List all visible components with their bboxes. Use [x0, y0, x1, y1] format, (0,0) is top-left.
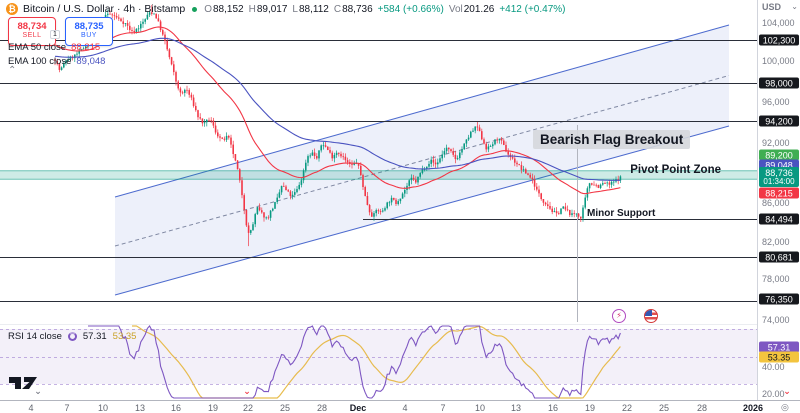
last-price-badge: 88,736 01:34:00: [759, 167, 799, 187]
ema100-value: 89,048: [76, 56, 106, 67]
price-badge: 80,681: [759, 251, 799, 263]
price-badge: 94,200: [759, 115, 799, 127]
pivot-point-zone-label[interactable]: Pivot Point Zone: [630, 164, 721, 176]
time-tick: 16: [170, 403, 182, 413]
trade-panel: 88,734 SELL 88,735 BUY: [8, 17, 113, 46]
open-value: 88,152: [213, 3, 244, 15]
time-axis-divider: [0, 400, 800, 401]
rsi-ma-value: 53.35: [112, 331, 137, 342]
time-tick: 16: [547, 403, 559, 413]
price-badge: 84,494: [759, 213, 799, 225]
time-tick: 2026: [742, 403, 764, 413]
price-badge: 53.35: [759, 351, 799, 363]
price-tick: 96,000: [762, 97, 790, 107]
time-tick: 10: [474, 403, 486, 413]
price-tick: 40.00: [762, 362, 785, 372]
time-tick: 28: [316, 403, 328, 413]
time-tick: 25: [279, 403, 291, 413]
ema50-legend[interactable]: EMA 50 close 88,215: [8, 42, 100, 53]
time-axis[interactable]: 4 7 10 13 16 19 22 25 28 Dec 4 7 10 13 16 19 22 25 28 2026 …: [0, 386, 800, 413]
ohlc-row: O88,152 H89,017 L88,112 C88,736 +584 (+0…: [204, 4, 565, 15]
time-tick: 13: [134, 403, 146, 413]
volume-label: Vol: [448, 3, 463, 15]
time-tick: 22: [242, 403, 254, 413]
time-tick: 13: [510, 403, 522, 413]
price-tick: 92,000: [762, 138, 790, 148]
ema50-label: EMA 50 close: [8, 42, 67, 53]
axis-marker-icon[interactable]: ⌄: [34, 386, 42, 396]
legend-collapse-chevron-icon[interactable]: ⌃: [8, 65, 17, 76]
price-badge: 57.31: [759, 341, 799, 353]
price-badge: 88,215: [759, 187, 799, 199]
buy-button[interactable]: 88,735 BUY: [65, 17, 113, 46]
currency-caret-icon[interactable]: ⌄: [791, 2, 798, 11]
time-tick: Dec: [349, 403, 367, 413]
price-scale-divider: [757, 0, 758, 400]
price-tick: 86,000: [762, 198, 790, 208]
price-tick: 78,000: [762, 274, 790, 284]
price-badge: 98,000: [759, 77, 799, 89]
currency-label[interactable]: USD: [762, 2, 782, 12]
price-tick: 20.00: [762, 389, 785, 399]
time-tick: 28: [696, 403, 708, 413]
symbol-title[interactable]: Bitcoin / U.S. Dollar · 4h · Bitstamp: [23, 3, 186, 15]
spread-value: 1: [50, 30, 60, 39]
symbol-header: ₿ Bitcoin / U.S. Dollar · 4h · Bitstamp …: [6, 3, 566, 15]
time-tick: 25: [658, 403, 670, 413]
buy-label: BUY: [81, 32, 97, 39]
market-open-dot-icon: [192, 6, 198, 12]
price-change: +584 (+0.66%): [377, 3, 444, 15]
rsi-legend[interactable]: RSI 14 close 57.31 53.35: [8, 331, 136, 342]
price-scale[interactable]: USD ⌄ 104,000 100,000 96,000 92,000 86,000 82…: [758, 0, 800, 400]
tradingview-logo[interactable]: [8, 375, 52, 396]
low-value: 88,112: [298, 3, 329, 15]
volume-value: 201.26: [463, 3, 495, 15]
minor-support-label[interactable]: Minor Support: [587, 208, 656, 219]
time-tick: 19: [207, 403, 219, 413]
price-tick: 100,000: [762, 56, 795, 66]
bar-countdown: 01:34:00: [763, 176, 795, 186]
time-tick: 4: [28, 403, 34, 413]
close-value: 88,736: [342, 3, 373, 15]
ema100-legend[interactable]: EMA 100 close 89,048: [8, 56, 105, 67]
high-label: H: [248, 3, 256, 15]
rsi-value: 57.31: [82, 331, 107, 342]
bitcoin-icon: ₿: [6, 3, 18, 15]
sell-button[interactable]: 88,734 SELL: [8, 17, 56, 46]
axis-marker-icon[interactable]: ⌄: [783, 386, 791, 396]
time-tick: 7: [64, 403, 70, 413]
price-badge: 89,048: [759, 159, 799, 171]
price-tick: 82,000: [762, 237, 790, 247]
open-label: O: [204, 3, 212, 15]
sell-label: SELL: [22, 32, 42, 39]
price-badge: 76,350: [759, 293, 799, 305]
close-label: C: [333, 3, 342, 15]
price-badge: 102,300: [759, 34, 799, 46]
time-tick: 19: [584, 403, 596, 413]
sell-price: 88,734: [17, 21, 47, 32]
us-flag-event-icon[interactable]: [644, 309, 658, 323]
high-value: 89,017: [256, 3, 288, 15]
buy-price: 88,735: [74, 21, 104, 32]
time-tick: 10: [97, 403, 109, 413]
spark-event-icon[interactable]: ⚡: [612, 309, 626, 323]
scale-settings-icon[interactable]: ◎: [781, 402, 789, 412]
rsi-loading-icon: [67, 332, 77, 341]
axis-marker-icon[interactable]: ⌄: [243, 386, 251, 396]
ema100-label: EMA 100 close: [8, 56, 72, 67]
time-tick: 4: [402, 403, 408, 413]
rsi-label: RSI 14 close: [8, 331, 62, 342]
volume-change: +412 (+0.47%): [499, 3, 566, 15]
low-label: L: [292, 3, 298, 15]
pane-separator[interactable]: [0, 324, 757, 325]
ema50-value: 88,215: [71, 42, 101, 53]
price-tick: 104,000: [762, 18, 795, 28]
bearish-flag-breakout-label[interactable]: Bearish Flag Breakout: [533, 130, 691, 149]
price-badge: 89,200: [759, 149, 799, 161]
price-tick: 74,000: [762, 315, 790, 325]
time-tick: 7: [440, 403, 446, 413]
time-tick: 22: [621, 403, 633, 413]
